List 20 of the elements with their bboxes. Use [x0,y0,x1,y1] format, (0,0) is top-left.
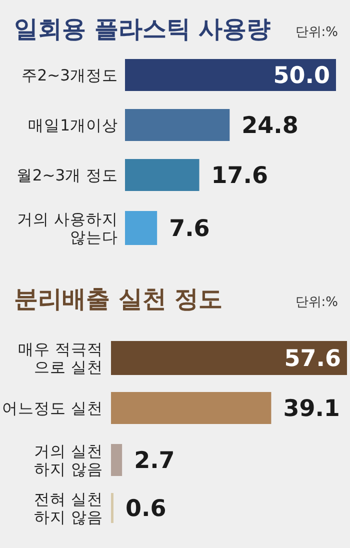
data-label: 7.6 [169,216,210,242]
data-label: 57.6 [284,346,341,372]
chart-title: 일회용 플라스틱 사용량 [14,15,271,43]
text: 단위:% [295,295,338,310]
y-tick-label: 매일1개이상 [28,116,118,134]
data-label: 0.6 [125,496,166,522]
y-tick-label: 거의 실천 하지 않음 [34,442,103,478]
data-label: 39.1 [283,396,340,422]
text: 단위:% [295,25,338,40]
chart-title: 분리배출 실천 정도 [14,285,223,313]
y-tick-label: 월2~3개 정도 [16,166,118,184]
data-label: 17.6 [211,163,268,189]
y-tick-label: 주2~3개정도 [21,66,118,84]
data-label: 24.8 [242,113,298,139]
y-tick-label: 전혀 실천 하지 않음 [34,490,103,526]
y-tick-label: 어느정도 실천 [2,400,103,418]
data-label: 50.0 [273,63,330,89]
y-tick-label: 거의 사용하지 않는다 [17,210,118,246]
data-label: 2.7 [134,448,175,474]
y-tick-label: 매우 적극적 으로 실천 [18,340,103,376]
